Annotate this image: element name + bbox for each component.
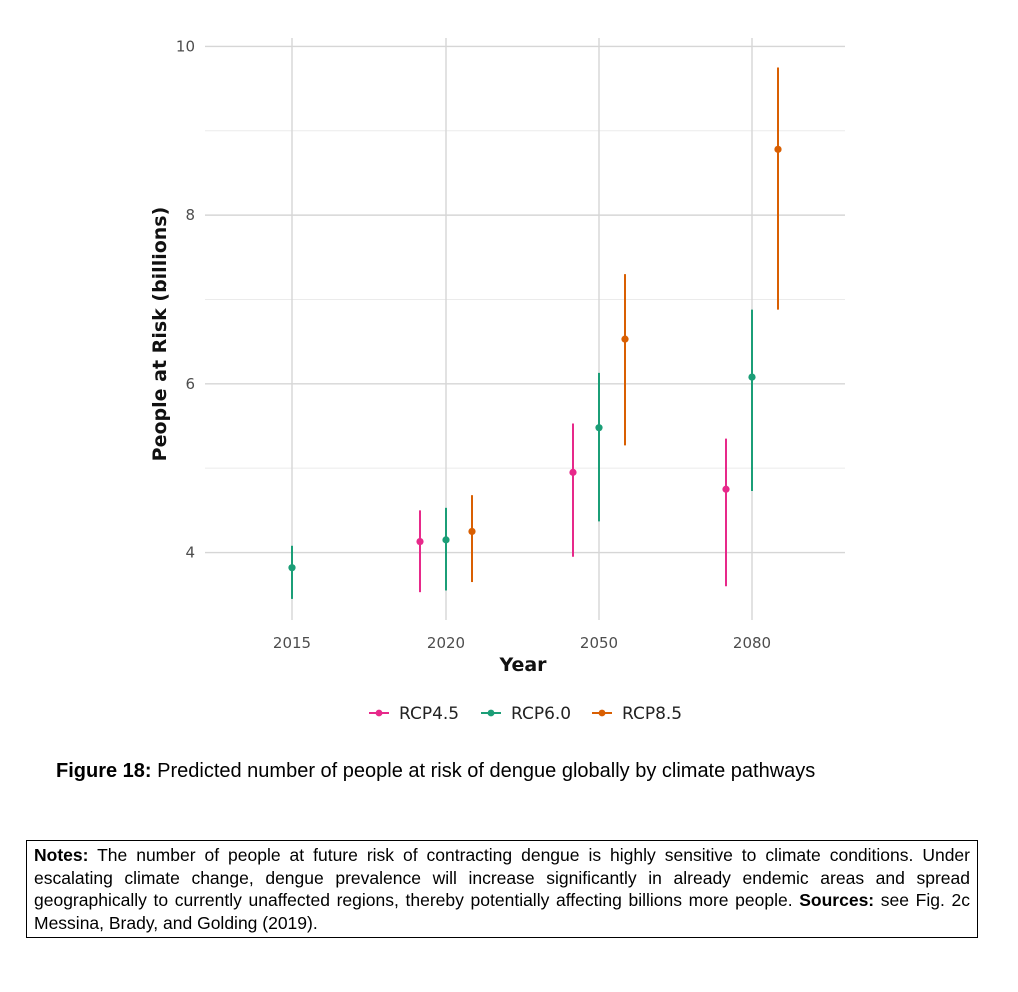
sources-text: see Fig. 2c Messina, Brady, and Golding … <box>34 890 970 933</box>
x-axis-title: Year <box>498 654 547 676</box>
legend-label: RCP8.5 <box>622 704 682 724</box>
grid <box>205 38 845 620</box>
x-tick-label: 2020 <box>427 634 465 652</box>
legend-key-point <box>598 709 606 717</box>
legend-label: RCP6.0 <box>511 704 571 724</box>
figure-label: Figure 18: <box>56 760 152 782</box>
x-tick-label: 2080 <box>733 634 771 652</box>
data-point <box>442 536 450 544</box>
data-point <box>468 527 476 536</box>
x-tick-label: 2050 <box>580 634 618 652</box>
y-tick-label: 6 <box>185 375 195 393</box>
data-point <box>722 485 730 493</box>
data-point <box>288 564 296 572</box>
figure-caption-text: Predicted number of people at risk of de… <box>151 760 816 782</box>
chart: 4 6 8 10 2015 2020 2050 2080 Year People at Ri… <box>149 37 845 724</box>
notes-label: Notes: <box>34 845 89 865</box>
series-rcp60 <box>288 309 756 599</box>
legend-item: RCP8.5 <box>592 704 682 724</box>
series-rcp45 <box>416 423 730 593</box>
legend: RCP4.5 RCP6.0 RCP8.5 <box>369 704 682 724</box>
data-point <box>621 335 629 343</box>
y-tick-label: 4 <box>185 544 195 562</box>
y-axis-title: People at Risk (billions) <box>149 207 171 462</box>
legend-item: RCP6.0 <box>481 704 571 724</box>
y-tick-label: 8 <box>185 206 195 224</box>
series-rcp85 <box>468 67 782 583</box>
notes-box: Notes: The number of people at future ri… <box>26 840 978 938</box>
data-point <box>416 537 424 546</box>
y-tick-label: 10 <box>176 37 195 55</box>
data-point <box>569 468 577 476</box>
legend-label: RCP4.5 <box>399 704 459 724</box>
x-tick-label: 2015 <box>273 634 311 652</box>
x-axis-ticks: 2015 2020 2050 2080 <box>273 634 771 652</box>
legend-item: RCP4.5 <box>369 704 459 724</box>
data-point <box>595 424 603 432</box>
legend-key-point <box>375 709 383 717</box>
legend-key-point <box>487 709 495 717</box>
data-marks <box>288 67 782 599</box>
sources-label: Sources: <box>799 890 875 910</box>
y-axis-ticks: 4 6 8 10 <box>176 37 195 561</box>
data-point <box>774 145 782 153</box>
notes-text: The number of people at future risk of c… <box>34 845 970 910</box>
data-point <box>748 373 756 381</box>
figure-caption: Figure 18: Predicted number of people at… <box>56 760 976 783</box>
